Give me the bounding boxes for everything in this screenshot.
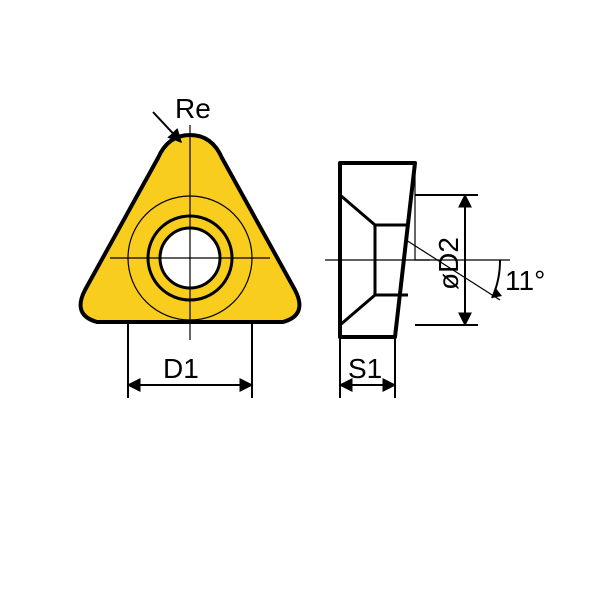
label-s1: S1 [348,353,382,384]
label-re: Re [175,93,211,124]
label-angle: 11° [505,265,545,296]
technical-drawing: Re D1 [0,0,600,600]
label-d1: D1 [163,353,199,384]
front-view: Re D1 [81,93,300,398]
side-view: S1 øD2 11° [325,120,545,398]
dim-s1: S1 [340,337,395,398]
label-d2: øD2 [433,237,464,290]
insert-side-outline [340,163,415,337]
dim-angle: 11° [395,120,545,337]
